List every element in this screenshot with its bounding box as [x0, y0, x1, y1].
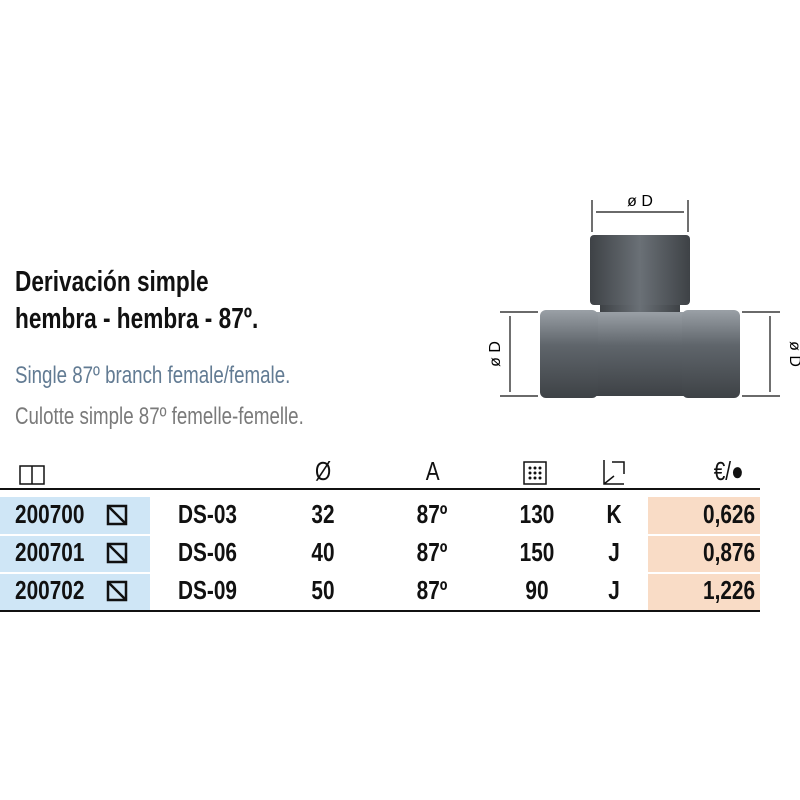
table-cell: J — [608, 575, 620, 605]
table-cell: DS-03 — [178, 499, 237, 529]
table-cell: 1,226 — [702, 575, 755, 605]
column-header: €/● — [713, 456, 744, 486]
table-cell: 150 — [519, 537, 555, 567]
table-cell: 130 — [519, 499, 555, 529]
discontinued-icon — [106, 542, 128, 564]
table-cell: 200701 — [15, 537, 85, 567]
table-cell: 87º — [416, 575, 448, 605]
table-cell: 40 — [311, 537, 335, 567]
dimension-label: ø D — [487, 341, 504, 367]
column-header: Ø — [315, 456, 332, 486]
title: hembra - hembra - 87º. — [15, 303, 259, 335]
table-cell: DS-09 — [178, 575, 237, 605]
table-cell: 0,626 — [702, 499, 755, 529]
discontinued-icon — [106, 504, 128, 526]
title: Derivación simple — [15, 266, 209, 298]
fitting-drawing — [500, 200, 780, 398]
price-column-bg — [648, 497, 760, 610]
table-cell: 200700 — [15, 499, 85, 529]
discontinued-icon — [106, 580, 128, 602]
dimension-label: ø D — [786, 341, 800, 367]
table-cell: 0,876 — [702, 537, 755, 567]
table-cell: K — [606, 499, 622, 529]
header-icons — [19, 460, 625, 485]
table-cell: 87º — [416, 537, 448, 567]
table-cell: DS-06 — [178, 537, 237, 567]
table-cell: 90 — [525, 575, 549, 605]
column-header: A — [425, 456, 440, 486]
table-cell: 200702 — [15, 575, 85, 605]
subtitle-fr: Culotte simple 87º femelle-femelle. — [15, 403, 304, 430]
subtitle-en: Single 87º branch female/female. — [15, 362, 291, 389]
dimension-label: ø D — [627, 193, 653, 210]
table-cell: 50 — [311, 575, 335, 605]
table-cell: 87º — [416, 499, 448, 529]
table-cell: 32 — [311, 499, 335, 529]
table-cell: J — [608, 537, 620, 567]
